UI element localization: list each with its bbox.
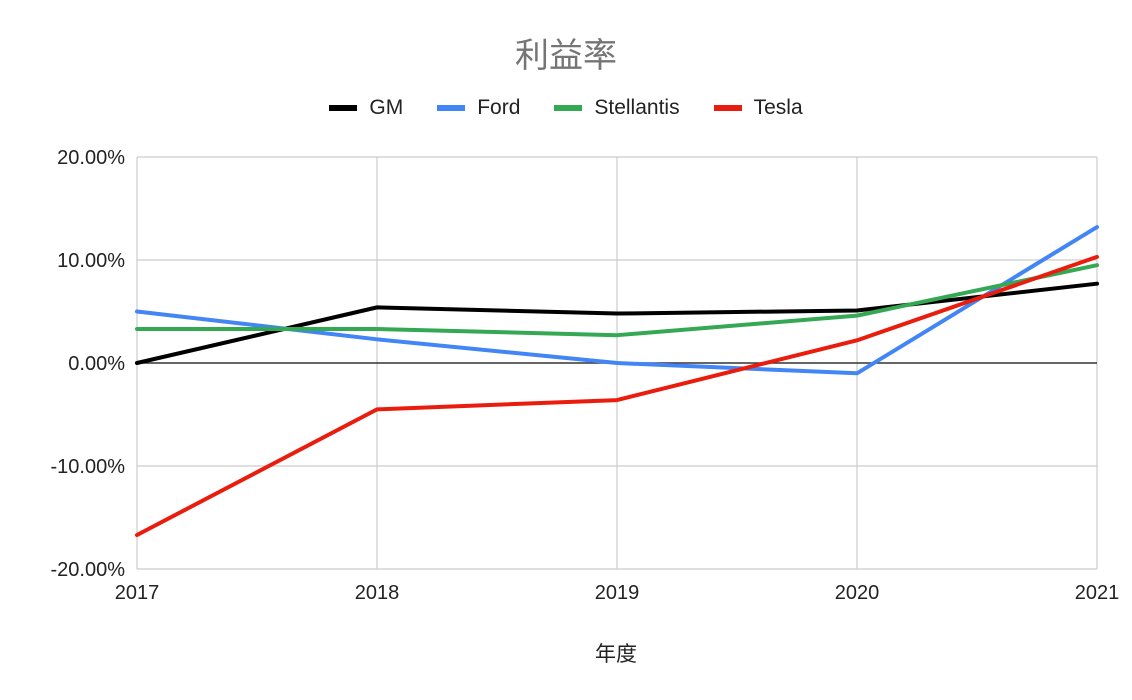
legend-swatch: [554, 105, 583, 111]
legend-label: GM: [369, 96, 404, 119]
legend-item-ford: Ford: [437, 96, 520, 120]
y-tick-label: -20.00%: [51, 559, 126, 581]
x-tick-label: 2020: [835, 582, 880, 604]
x-tick-label: 2017: [115, 582, 160, 604]
legend-label: Stellantis: [594, 96, 680, 119]
legend-swatch: [713, 105, 742, 111]
x-tick-label: 2019: [595, 582, 640, 604]
y-tick-label: 20.00%: [57, 147, 125, 169]
x-tick-label: 2021: [1075, 582, 1120, 604]
series-line-tesla: [135, 254, 1099, 538]
series-line-stellantis: [135, 263, 1099, 338]
legend-label: Ford: [477, 96, 521, 119]
legend: GM Ford Stellantis Tesla: [0, 96, 1132, 120]
legend-item-stellantis: Stellantis: [554, 96, 680, 120]
legend-item-gm: GM: [329, 96, 403, 120]
y-tick-label: -10.00%: [51, 456, 126, 478]
legend-item-tesla: Tesla: [713, 96, 803, 120]
series-line-gm: [135, 281, 1099, 365]
legend-swatch: [329, 105, 358, 111]
chart-title: 利益率: [515, 36, 617, 76]
x-axis-title: 年度: [595, 642, 637, 666]
y-tick-label: 10.00%: [57, 250, 125, 272]
legend-swatch: [437, 105, 466, 111]
x-tick-label: 2018: [355, 582, 400, 604]
legend-label: Tesla: [753, 96, 803, 119]
y-tick-label: 0.00%: [68, 353, 125, 375]
